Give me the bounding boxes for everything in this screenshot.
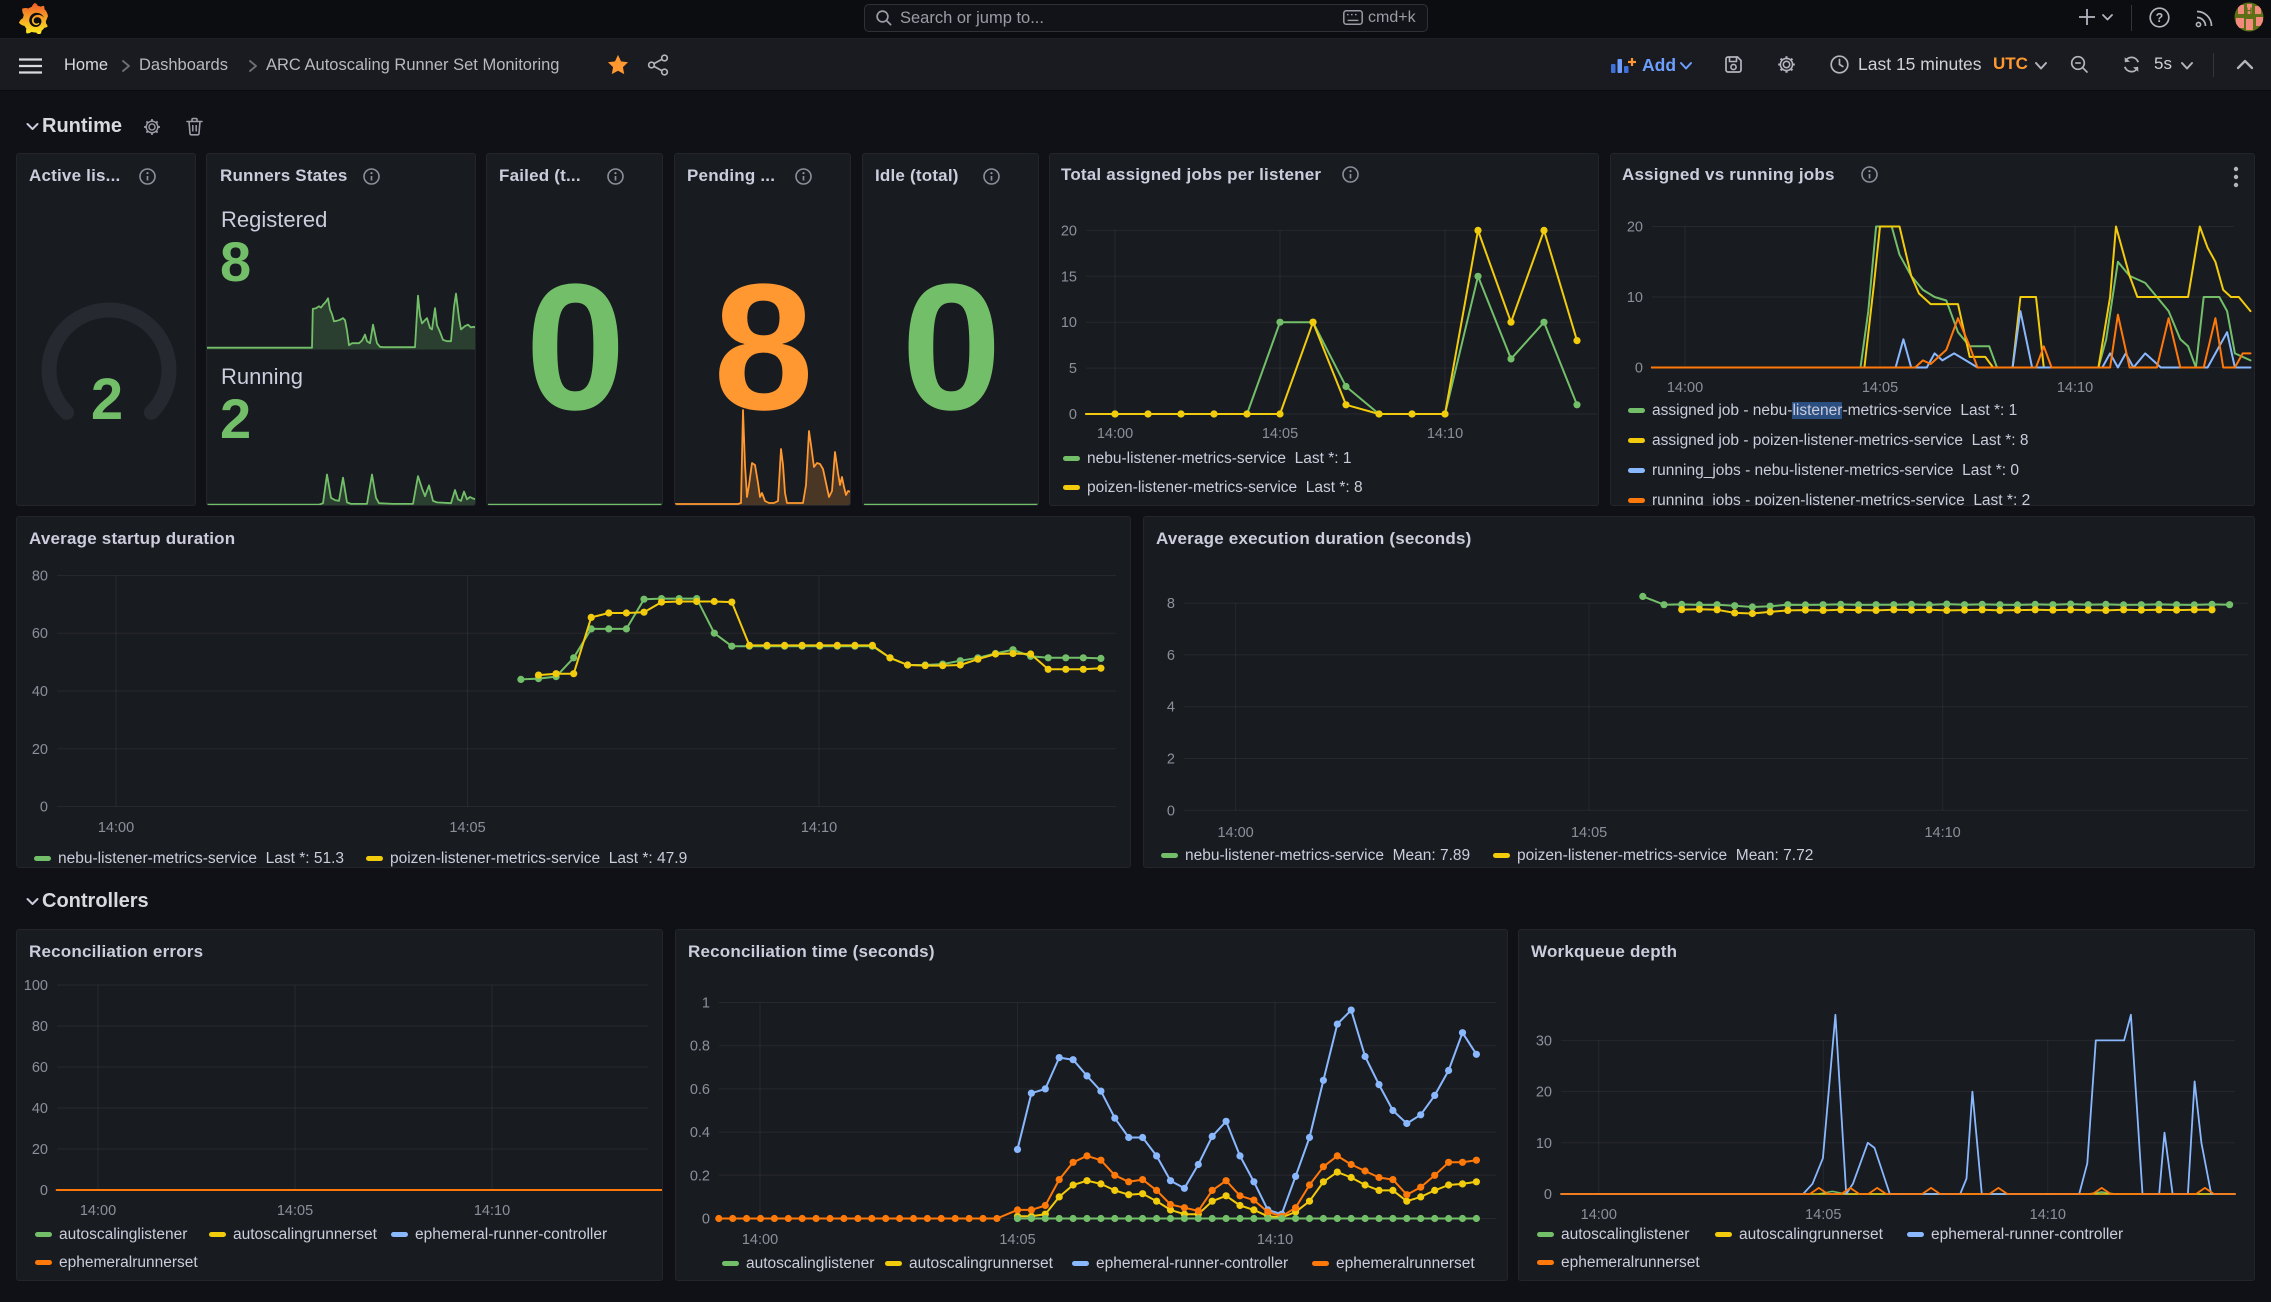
svg-text:2: 2 — [1167, 752, 1175, 768]
svg-text:100: 100 — [24, 978, 48, 994]
svg-text:10: 10 — [1627, 290, 1643, 306]
svg-text:6: 6 — [1167, 648, 1175, 664]
svg-text:1: 1 — [702, 996, 710, 1012]
svg-text:5: 5 — [1069, 361, 1077, 377]
svg-text:80: 80 — [32, 1019, 48, 1035]
svg-text:20: 20 — [1061, 223, 1077, 239]
svg-text:14:10: 14:10 — [801, 820, 837, 836]
svg-text:14:00: 14:00 — [98, 820, 134, 836]
svg-text:14:05: 14:05 — [1262, 426, 1298, 442]
svg-text:14:10: 14:10 — [1427, 426, 1463, 442]
svg-text:10: 10 — [1061, 315, 1077, 331]
svg-text:14:10: 14:10 — [1257, 1232, 1293, 1248]
svg-text:0: 0 — [1635, 361, 1643, 377]
svg-text:20: 20 — [1536, 1085, 1552, 1101]
svg-text:14:05: 14:05 — [1805, 1207, 1841, 1223]
svg-text:14:00: 14:00 — [1097, 426, 1133, 442]
svg-text:14:00: 14:00 — [80, 1203, 116, 1219]
svg-text:20: 20 — [1627, 220, 1643, 236]
svg-text:14:00: 14:00 — [1667, 380, 1703, 396]
svg-text:20: 20 — [32, 742, 48, 758]
svg-text:14:10: 14:10 — [2030, 1207, 2066, 1223]
svg-text:0.2: 0.2 — [690, 1168, 710, 1184]
svg-text:0.6: 0.6 — [690, 1082, 710, 1098]
svg-text:0: 0 — [1167, 803, 1175, 819]
svg-text:0.8: 0.8 — [690, 1039, 710, 1055]
svg-text:40: 40 — [32, 1101, 48, 1117]
svg-text:14:00: 14:00 — [1581, 1207, 1617, 1223]
svg-text:80: 80 — [32, 569, 48, 585]
svg-text:0: 0 — [1544, 1187, 1552, 1203]
svg-text:0: 0 — [40, 800, 48, 816]
svg-text:14:00: 14:00 — [1217, 825, 1253, 841]
svg-text:14:05: 14:05 — [277, 1203, 313, 1219]
svg-text:15: 15 — [1061, 269, 1077, 285]
svg-text:40: 40 — [32, 684, 48, 700]
svg-text:0: 0 — [1069, 407, 1077, 423]
svg-text:0: 0 — [40, 1183, 48, 1199]
svg-text:14:05: 14:05 — [999, 1232, 1035, 1248]
svg-text:0: 0 — [702, 1212, 710, 1228]
svg-text:?: ? — [2156, 11, 2164, 25]
svg-text:0.4: 0.4 — [690, 1125, 710, 1141]
svg-text:10: 10 — [1536, 1136, 1552, 1152]
svg-text:14:05: 14:05 — [449, 820, 485, 836]
svg-text:30: 30 — [1536, 1033, 1552, 1049]
svg-text:14:05: 14:05 — [1571, 825, 1607, 841]
svg-text:8: 8 — [1167, 596, 1175, 612]
svg-text:20: 20 — [32, 1142, 48, 1158]
svg-text:14:10: 14:10 — [2057, 380, 2093, 396]
svg-text:14:05: 14:05 — [1862, 380, 1898, 396]
svg-text:60: 60 — [32, 626, 48, 642]
svg-text:60: 60 — [32, 1060, 48, 1076]
svg-text:14:10: 14:10 — [1924, 825, 1960, 841]
svg-text:H: H — [2246, 6, 2253, 16]
svg-text:14:00: 14:00 — [742, 1232, 778, 1248]
svg-text:14:10: 14:10 — [474, 1203, 510, 1219]
svg-text:4: 4 — [1167, 700, 1175, 716]
